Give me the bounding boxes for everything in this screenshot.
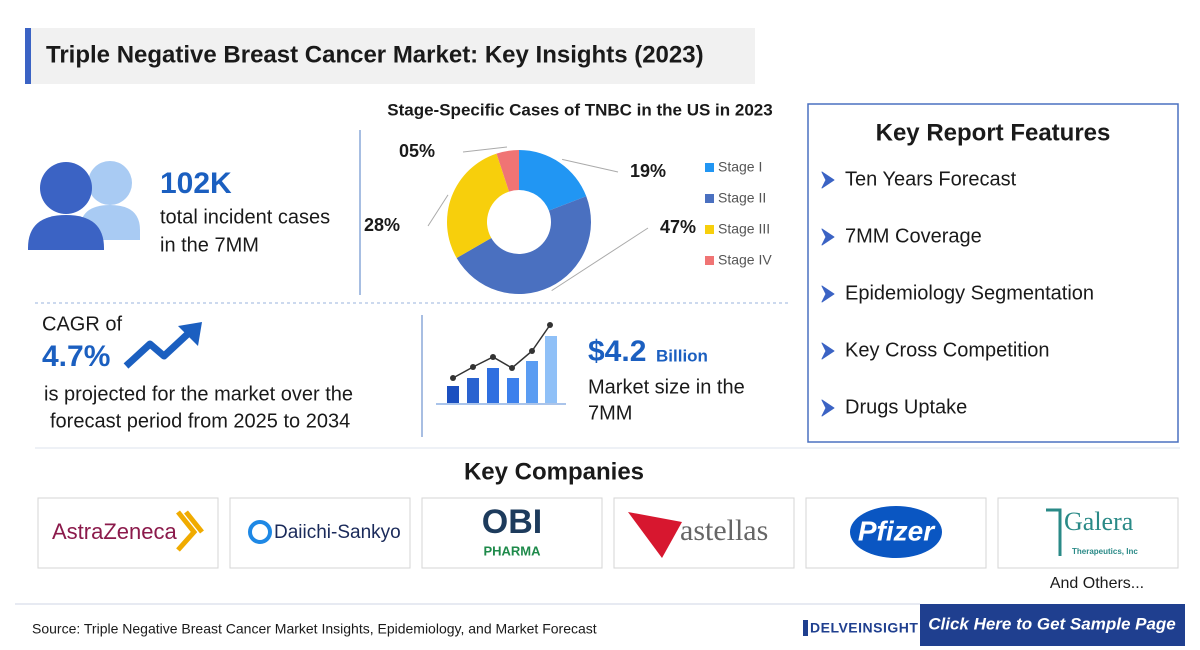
- donut-chart: 19% Stage I 47% Stage II 28% Stage III 05% Stag…: [364, 141, 772, 295]
- leader-line: [551, 227, 649, 292]
- chart-title: Stage-Specific Cases of TNBC in the US i…: [387, 100, 772, 119]
- legend-label: Stage IV: [718, 252, 772, 268]
- logo-box: [421, 497, 603, 569]
- logo-mark: [628, 512, 682, 558]
- companies-title: Key Companies: [464, 458, 644, 485]
- chevron-icon: [821, 399, 835, 417]
- logo-box: [997, 497, 1179, 569]
- legend-label: Stage II: [718, 190, 766, 206]
- legend-swatch: [705, 194, 714, 203]
- source-text: Source: Triple Negative Breast Cancer Ma…: [32, 621, 597, 637]
- cagr-text: is projected for the market over the: [44, 383, 353, 405]
- logo-mark: [248, 520, 272, 544]
- title-box: [25, 28, 755, 84]
- company-subname: Therapeutics, Inc: [1072, 547, 1138, 556]
- cagr-text: forecast period from 2025 to 2034: [50, 410, 350, 432]
- donut-slice: [447, 153, 510, 258]
- company-subname: PHARMA: [483, 543, 541, 558]
- features-title: Key Report Features: [876, 119, 1111, 146]
- chevron-icon: [821, 342, 835, 360]
- brand-name: DELVEINSIGHT: [810, 620, 918, 636]
- feature-item: Drugs Uptake: [845, 396, 967, 418]
- features-box: [807, 103, 1179, 443]
- data-label: 19%: [630, 161, 666, 181]
- feature-item: Ten Years Forecast: [845, 168, 1017, 190]
- donut-slice: [456, 196, 592, 295]
- legend-label: Stage I: [718, 159, 762, 175]
- logo-mark: [850, 506, 942, 558]
- logo-mark: [1046, 508, 1062, 556]
- others-text: And Others...: [1050, 575, 1144, 592]
- market-text: 7MM: [588, 402, 632, 424]
- leader-line: [462, 146, 508, 153]
- company-name: astellas: [680, 514, 768, 547]
- title-accent: [25, 28, 31, 84]
- donut-slice: [496, 150, 519, 192]
- logo-box: [37, 497, 219, 569]
- chevron-icon: [821, 171, 835, 189]
- company-name: Pfizer: [858, 515, 936, 546]
- company-logos: AstraZeneca Daiichi-Sankyo OBI PHARMA astell…: [37, 497, 1179, 569]
- cta-button[interactable]: [920, 604, 1185, 646]
- leader-line: [427, 194, 449, 227]
- company-name: Daiichi-Sankyo: [274, 522, 401, 543]
- legend-swatch: [705, 163, 714, 172]
- brand-mark: [803, 620, 808, 636]
- market-value: $4.2: [588, 335, 646, 368]
- market-text: Market size in the: [588, 376, 745, 398]
- incident-value: 102K: [160, 167, 232, 200]
- incident-text: total incident cases: [160, 206, 330, 228]
- data-label: 28%: [364, 215, 400, 235]
- donut-slice: [519, 150, 587, 211]
- legend-label: Stage III: [718, 221, 770, 237]
- page-title: Triple Negative Breast Cancer Market: Ke…: [46, 41, 704, 68]
- bar-chart-icon: [436, 322, 566, 405]
- cagr-value: 4.7%: [42, 340, 110, 373]
- legend-swatch: [705, 256, 714, 265]
- features-list: Ten Years Forecast 7MM Coverage Epidemiolo…: [821, 168, 1094, 418]
- feature-item: 7MM Coverage: [845, 225, 982, 247]
- legend-swatch: [705, 225, 714, 234]
- growth-arrowhead: [178, 322, 202, 346]
- logo-mark: [176, 510, 204, 552]
- logo-box: [229, 497, 411, 569]
- people-icon: [28, 161, 140, 250]
- data-label: 47%: [660, 217, 696, 237]
- incident-text: in the 7MM: [160, 234, 259, 256]
- company-name: Galera: [1064, 507, 1134, 536]
- market-unit: Billion: [656, 346, 708, 365]
- feature-item: Epidemiology Segmentation: [845, 282, 1094, 304]
- company-name: AstraZeneca: [52, 519, 177, 544]
- feature-item: Key Cross Competition: [845, 339, 1050, 361]
- chevron-icon: [821, 228, 835, 246]
- growth-arrow: [123, 327, 195, 369]
- chevron-icon: [821, 285, 835, 303]
- cta-text[interactable]: Click Here to Get Sample Page: [928, 614, 1176, 633]
- cagr-label: CAGR of: [42, 313, 122, 335]
- company-name: OBI: [482, 503, 542, 541]
- data-label: 05%: [399, 141, 435, 161]
- leader-line: [561, 158, 619, 173]
